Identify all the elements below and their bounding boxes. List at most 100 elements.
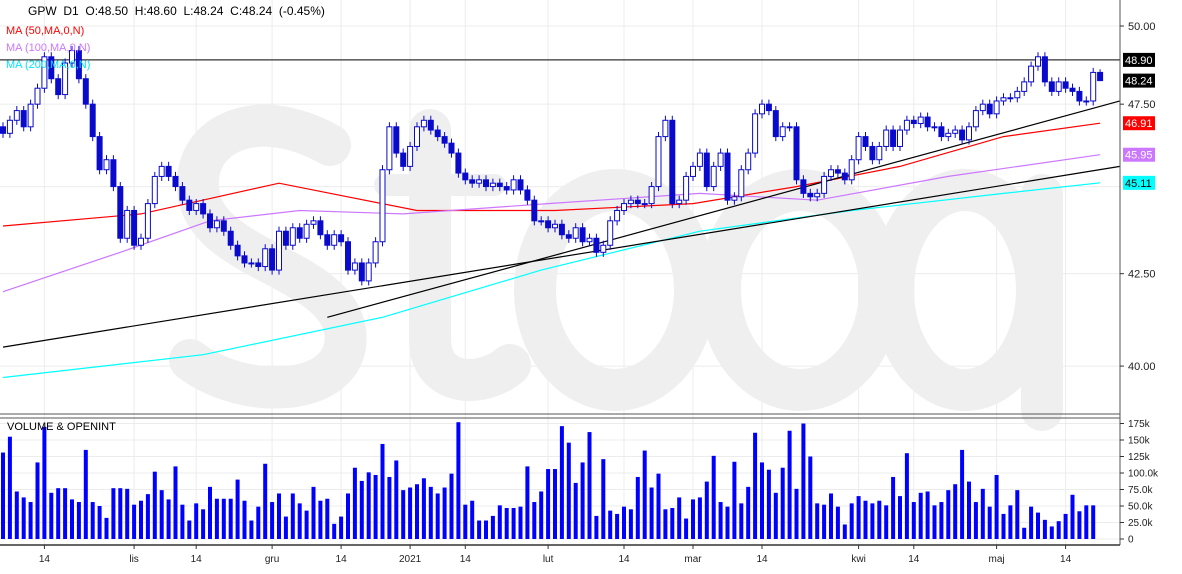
candle-up <box>903 119 910 131</box>
candle-up <box>331 234 338 246</box>
volume-bar <box>318 500 323 539</box>
volume-bar <box>953 484 958 539</box>
volume-bar <box>104 517 109 539</box>
volume-bar <box>139 500 143 539</box>
last-price-badge-bg <box>1123 73 1155 88</box>
volume-bar <box>1091 505 1096 539</box>
x-tick-label: 14 <box>908 554 920 565</box>
candle-up <box>883 129 890 147</box>
candle-up <box>696 152 703 167</box>
volume-bar <box>490 515 495 539</box>
volume-bar <box>980 488 985 539</box>
volume-bar <box>297 503 302 539</box>
x-tick-label: lis <box>129 554 138 565</box>
volume-bar <box>339 516 344 539</box>
volume-bar <box>587 432 592 539</box>
candle-down <box>131 209 138 246</box>
x-tick-label: mar <box>684 554 702 565</box>
volume-bar <box>787 430 792 539</box>
volume-panel-title: VOLUME & OPENINT <box>7 421 116 433</box>
candle-up <box>213 220 220 229</box>
candles <box>0 46 1104 286</box>
volume-bar <box>1001 513 1006 539</box>
volume-bar <box>14 491 19 539</box>
volume-bar <box>877 500 882 539</box>
candle-up <box>683 175 690 201</box>
close-value: C:48.24 <box>230 4 273 18</box>
volume-bar <box>49 492 54 539</box>
volume-bar <box>304 510 309 539</box>
volume-bar <box>573 482 578 539</box>
candle-up <box>6 119 13 134</box>
volume-bar <box>1056 521 1061 539</box>
candle-down <box>924 116 931 128</box>
candle-up <box>193 203 200 211</box>
volume-bar <box>967 481 971 539</box>
volume-bar <box>539 491 544 539</box>
candle-down <box>496 182 503 188</box>
candle-down <box>531 199 538 222</box>
volume-bar <box>201 509 206 539</box>
candle-up <box>738 169 745 198</box>
x-tick-label: 14 <box>39 554 51 565</box>
candle-down <box>110 159 117 188</box>
candle-down <box>1048 81 1055 92</box>
candle-down <box>593 237 600 253</box>
volume-bars <box>1 422 1096 539</box>
candle-down <box>427 119 434 131</box>
candle-up <box>476 179 483 184</box>
volume-tick-label: 125k <box>1128 452 1151 463</box>
volume-bar <box>829 493 833 539</box>
candle-up <box>979 103 986 112</box>
volume-tick-label: 100.0k <box>1128 469 1159 480</box>
volume-bar <box>415 484 419 539</box>
volume-bar <box>277 493 281 539</box>
volume-tick-label: 50.0k <box>1128 502 1153 513</box>
candle-up <box>607 220 614 246</box>
change-value: (-0.45%) <box>278 4 325 18</box>
candle-down <box>793 126 800 181</box>
x-tick-label: 14 <box>618 554 630 565</box>
volume-bar <box>815 503 820 539</box>
candle-up <box>627 199 634 205</box>
candle-up <box>13 110 20 121</box>
volume-bar <box>380 443 385 539</box>
candle-up <box>848 159 855 181</box>
volume-bar <box>842 524 847 539</box>
volume-bar <box>394 460 399 539</box>
volume-bar <box>918 492 923 539</box>
volume-bar <box>939 502 944 539</box>
candle-down <box>724 152 731 201</box>
volume-bar <box>270 502 275 539</box>
volume-bar <box>235 479 240 539</box>
candle-down <box>296 227 303 239</box>
candle-up <box>641 203 648 206</box>
candle-up <box>814 192 821 198</box>
volume-bar <box>822 504 827 539</box>
candle-down <box>75 50 82 80</box>
watermark-letter-o <box>699 169 901 411</box>
candle-down <box>317 220 324 236</box>
trend-line-0 <box>2 165 1121 348</box>
volume-bar <box>904 453 909 539</box>
candle-up <box>710 165 717 188</box>
volume-bar <box>808 456 813 539</box>
candle-down <box>959 129 966 141</box>
candle-down <box>503 186 510 191</box>
volume-bar <box>42 426 47 539</box>
volume-bar <box>456 422 461 539</box>
volume-bar <box>884 505 889 539</box>
candle-up <box>144 203 151 239</box>
volume-bar <box>70 499 74 539</box>
candle-down <box>338 234 345 243</box>
volume-bar <box>21 497 26 539</box>
candle-up <box>414 126 420 147</box>
candle-up <box>420 119 427 128</box>
candle-up <box>1000 97 1007 102</box>
volume-bar <box>208 486 212 539</box>
ma-value-badge-2-bg <box>1123 175 1155 190</box>
volume-bar <box>1 452 5 539</box>
x-tick-label: 14 <box>756 554 768 565</box>
volume-bar <box>987 506 992 539</box>
volume-bar <box>642 450 647 539</box>
